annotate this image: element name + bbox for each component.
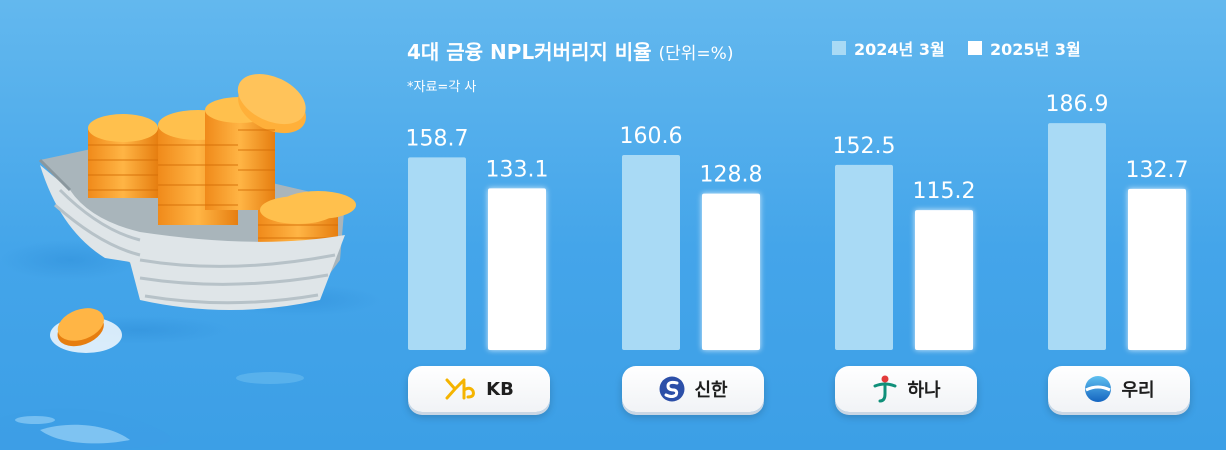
value-label-kb-2025: 133.1: [486, 157, 549, 182]
bank-label-kb: KB: [408, 366, 550, 412]
woori-logo-icon: [1083, 374, 1113, 404]
bar-hana-2024: [835, 165, 893, 350]
value-label-woori-2025: 132.7: [1126, 158, 1189, 183]
value-label-woori-2024: 186.9: [1046, 92, 1109, 117]
bar-shinhan-2024: [622, 155, 680, 350]
bar-woori-2025: [1128, 189, 1186, 350]
kb-logo-icon: [444, 376, 478, 402]
bar-woori-2024: [1048, 123, 1106, 350]
bar-kb-2024: [408, 157, 466, 350]
hana-logo-icon: [871, 374, 899, 404]
bank-name-woori: 우리: [1121, 376, 1154, 402]
bank-name-shinhan: 신한: [694, 376, 727, 402]
bank-label-hana: 하나: [835, 366, 977, 412]
value-label-hana-2024: 152.5: [833, 134, 896, 159]
shinhan-logo-icon: [658, 375, 686, 403]
value-label-hana-2025: 115.2: [913, 179, 976, 204]
bank-name-hana: 하나: [907, 376, 940, 402]
bank-label-shinhan: 신한: [622, 366, 764, 412]
bank-label-woori: 우리: [1048, 366, 1190, 412]
value-label-kb-2024: 158.7: [406, 126, 469, 151]
value-label-shinhan-2025: 128.8: [700, 163, 763, 188]
bar-shinhan-2025: [702, 194, 760, 350]
bank-name-kb: KB: [486, 379, 514, 400]
bar-kb-2025: [488, 188, 546, 350]
bar-hana-2025: [915, 210, 973, 350]
value-label-shinhan-2024: 160.6: [620, 124, 683, 149]
